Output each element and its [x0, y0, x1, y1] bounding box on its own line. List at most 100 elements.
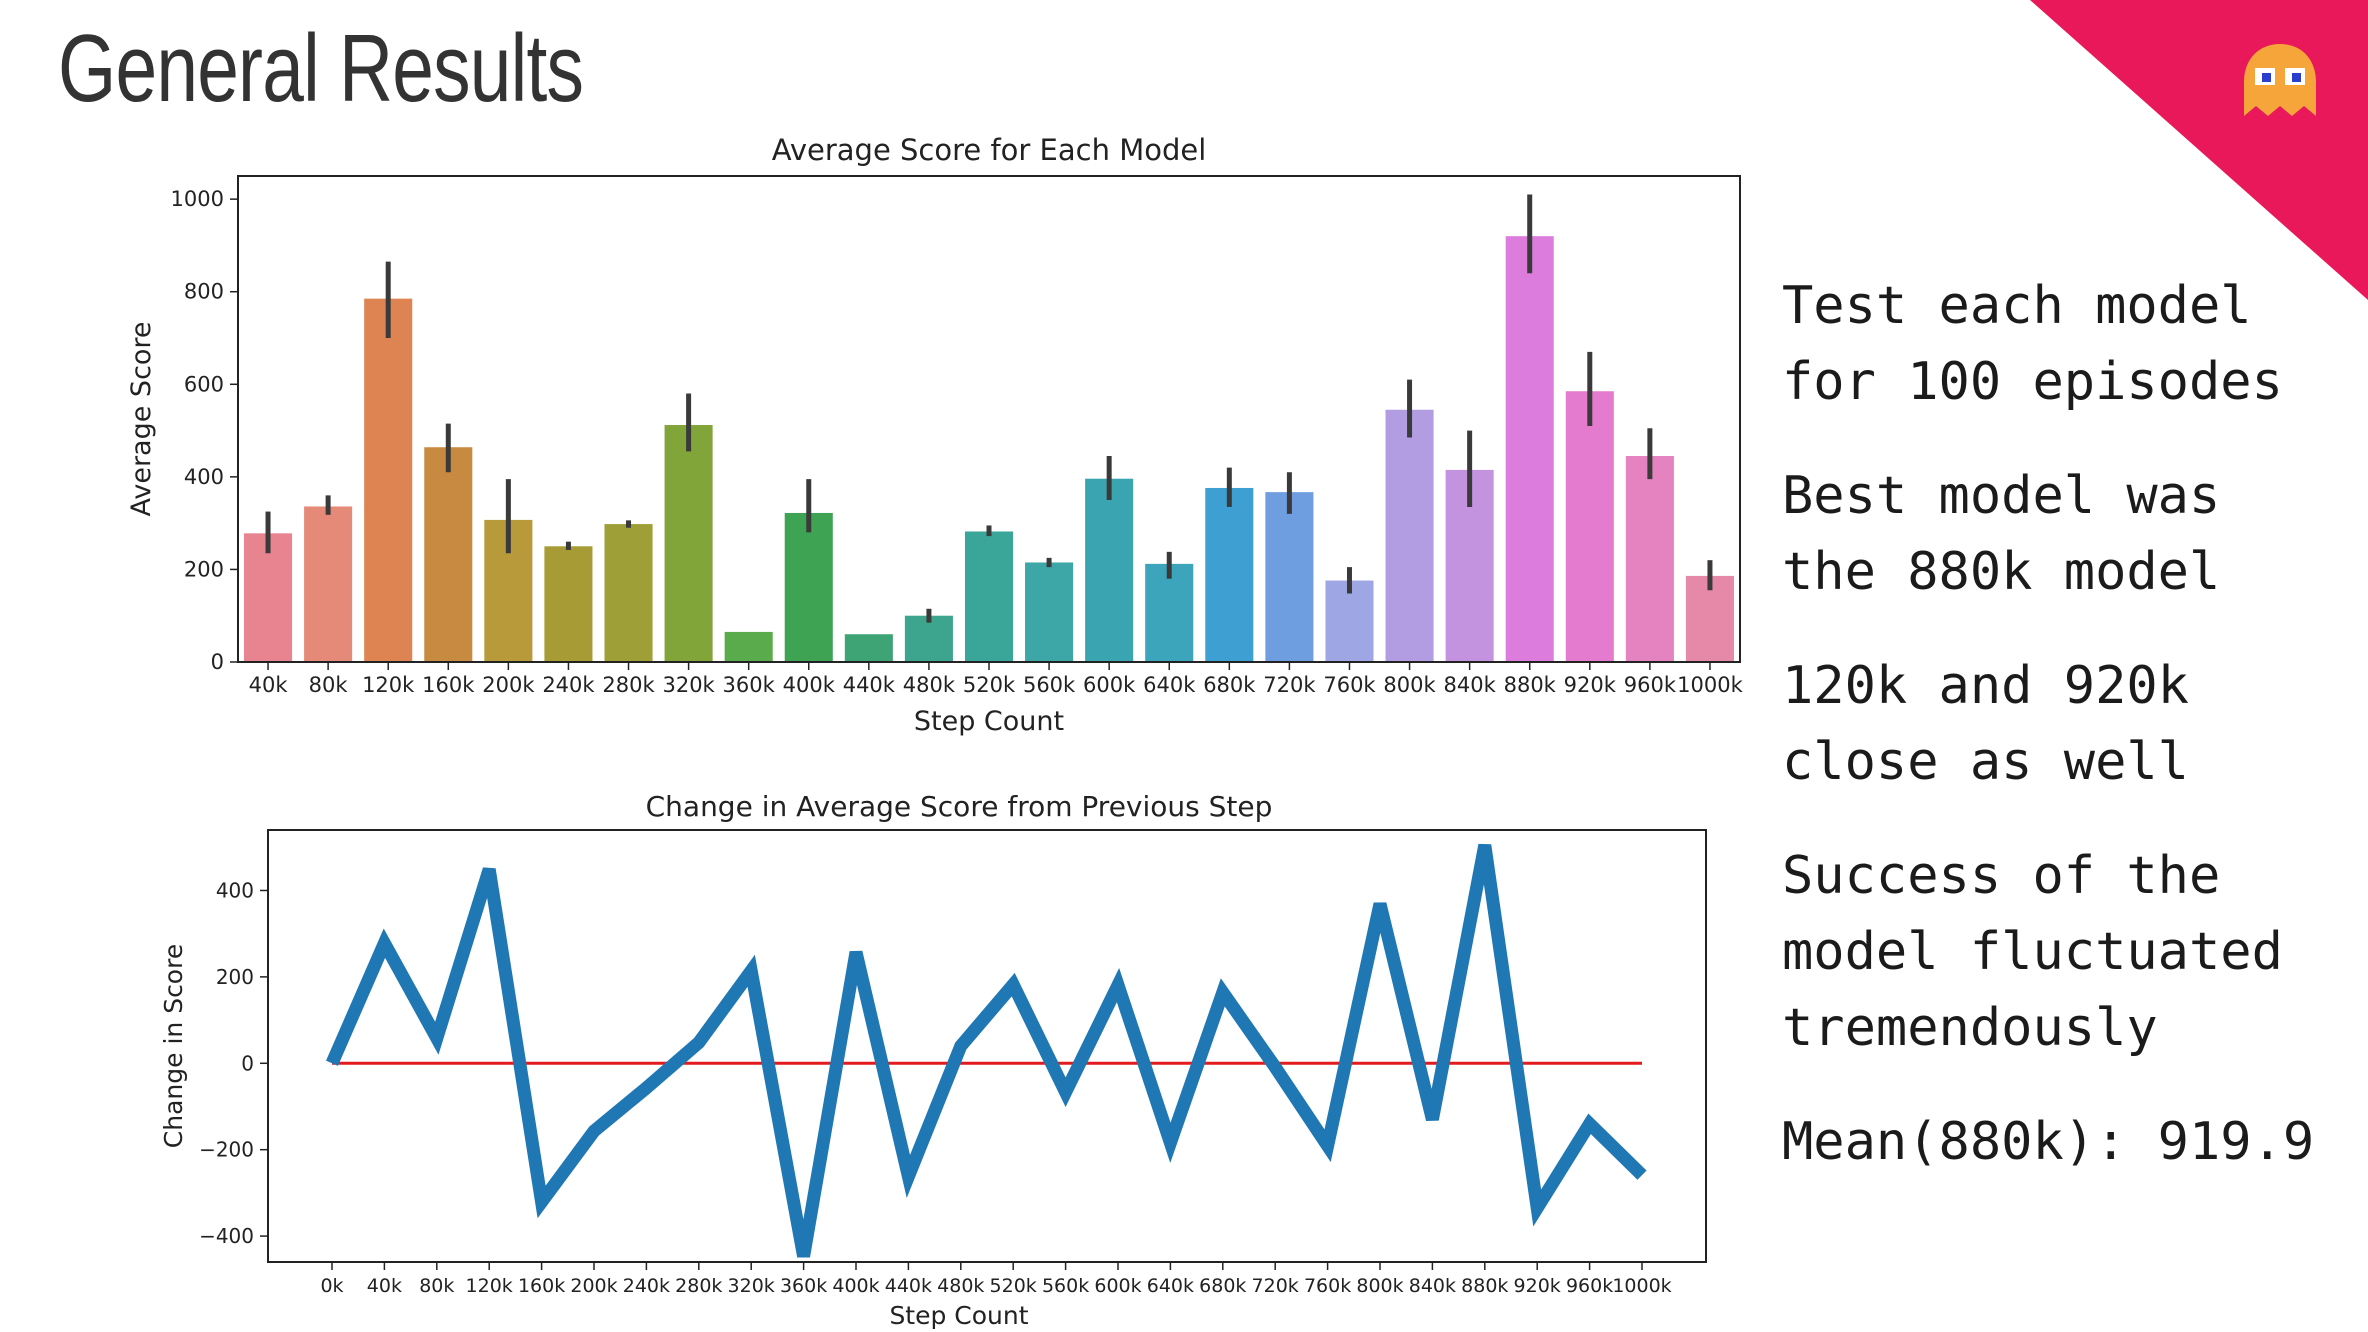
plot-frame: [237, 175, 1741, 663]
x-tick-label: 400k: [783, 673, 836, 697]
y-tick-label: 200: [216, 965, 254, 989]
x-tick-label: 160k: [422, 673, 475, 697]
y-tick-label: 0: [211, 650, 224, 674]
slide-title: General Results: [58, 15, 584, 122]
y-tick-label: 400: [184, 465, 224, 489]
x-tick-label: 80k: [419, 1275, 454, 1297]
x-tick-label: 1000k: [1677, 673, 1743, 697]
x-tick-label: 520k: [963, 673, 1016, 697]
bar-80k: [304, 506, 353, 662]
x-tick-label: 80k: [309, 673, 349, 697]
bar-720k: [1265, 492, 1314, 662]
x-tick-label: 0k: [320, 1275, 343, 1297]
bar-920k: [1565, 391, 1614, 662]
bar-320k: [664, 425, 713, 662]
y-tick-label: 1000: [171, 187, 224, 211]
x-tick-label: 400k: [832, 1275, 879, 1297]
x-tick-label: 1000k: [1612, 1275, 1671, 1297]
x-tick-label: 200k: [482, 673, 535, 697]
x-tick-label: 760k: [1323, 673, 1376, 697]
x-tick-label: 360k: [780, 1275, 827, 1297]
note-fluctuation: Success of the model fluctuated tremendo…: [1782, 846, 2283, 1058]
x-tick-label: 920k: [1514, 1275, 1561, 1297]
y-tick-label: −400: [199, 1224, 254, 1248]
bar-960k: [1625, 456, 1674, 662]
bar-40k: [244, 533, 293, 662]
x-tick-label: 640k: [1147, 1275, 1194, 1297]
x-tick-label: 280k: [602, 673, 655, 697]
x-tick-label: 480k: [903, 673, 956, 697]
x-tick-label: 600k: [1083, 673, 1136, 697]
x-tick-label: 320k: [728, 1275, 775, 1297]
x-tick-label: 960k: [1566, 1275, 1613, 1297]
bar-280k: [604, 524, 653, 662]
x-tick-label: 960k: [1624, 673, 1677, 697]
y-tick-label: 400: [216, 878, 254, 902]
x-axis-label: Step Count: [889, 1301, 1028, 1330]
note-test-each-model: Test each model for 100 episodes: [1782, 276, 2283, 412]
x-tick-label: 840k: [1444, 673, 1497, 697]
x-tick-label: 520k: [990, 1275, 1037, 1297]
bar-760k: [1325, 580, 1374, 662]
bar-400k: [784, 512, 833, 662]
x-tick-label: 880k: [1461, 1275, 1508, 1297]
chart-title: Change in Average Score from Previous St…: [646, 790, 1273, 823]
x-tick-label: 440k: [843, 673, 896, 697]
bar-120k: [364, 298, 413, 662]
x-tick-label: 840k: [1409, 1275, 1456, 1297]
bar-800k: [1385, 409, 1434, 662]
x-tick-label: 40k: [249, 673, 289, 697]
x-tick-label: 640k: [1143, 673, 1196, 697]
x-tick-label: 240k: [542, 673, 595, 697]
y-tick-label: 600: [184, 372, 224, 396]
y-tick-label: 800: [184, 280, 224, 304]
bar-640k: [1145, 563, 1194, 662]
x-tick-label: 120k: [362, 673, 415, 697]
x-tick-label: 280k: [675, 1275, 722, 1297]
notes-list: Test each model for 100 episodes Best mo…: [1782, 268, 2314, 1180]
line-chart-score-change: 0k 40k 80k 120k 160k 200k 240k 280k 320k 360k 400k…: [159, 790, 1707, 1330]
x-tick-label: 440k: [885, 1275, 932, 1297]
x-tick-label: 920k: [1564, 673, 1617, 697]
pacman-ghost-orange-icon: [2244, 44, 2316, 116]
y-tick-label: 0: [241, 1051, 254, 1075]
score-change-line: [326, 843, 1647, 1258]
x-tick-label: 480k: [937, 1275, 984, 1297]
x-axis-label: Step Count: [914, 706, 1064, 737]
x-tick-label: 720k: [1252, 1275, 1299, 1297]
x-tick-label: 760k: [1304, 1275, 1351, 1297]
bar-240k: [544, 546, 593, 662]
y-tick-label: 200: [184, 557, 224, 581]
plot-frame: [267, 829, 1707, 1263]
bar-560k: [1025, 562, 1074, 662]
bar-chart-average-score: 40k 80k 120k 160k 200k 240k 280k 320k 360k 400k 44…: [126, 133, 1744, 737]
bar-480k: [904, 615, 953, 662]
x-tick-label: 240k: [623, 1275, 670, 1297]
x-tick-label: 160k: [518, 1275, 565, 1297]
x-tick-label: 600k: [1094, 1275, 1141, 1297]
x-tick-label: 880k: [1504, 673, 1557, 697]
bar-680k: [1205, 487, 1254, 662]
x-tick-label: 320k: [662, 673, 715, 697]
x-tick-label: 200k: [570, 1275, 617, 1297]
y-tick-label: −200: [199, 1138, 254, 1162]
x-tick-label: 40k: [367, 1275, 402, 1297]
x-tick-label: 360k: [723, 673, 776, 697]
x-tick-label: 120k: [466, 1275, 513, 1297]
bar-880k: [1505, 236, 1554, 662]
bar-520k: [964, 531, 1014, 662]
x-tick-label: 720k: [1263, 673, 1316, 697]
x-tick-label: 680k: [1199, 1275, 1246, 1297]
bar-440k: [844, 634, 893, 662]
note-mean-880k: Mean(880k): 919.9: [1782, 1112, 2315, 1172]
note-close-models: 120k and 920k close as well: [1782, 656, 2189, 792]
bar-160k: [424, 447, 473, 662]
x-tick-label: 560k: [1023, 673, 1076, 697]
y-axis-label: Change in Score: [159, 944, 188, 1148]
y-axis-label: Average Score: [126, 321, 157, 516]
chart-title: Average Score for Each Model: [772, 133, 1207, 167]
x-tick-label: 800k: [1383, 673, 1436, 697]
note-best-model: Best model was the 880k model: [1782, 466, 2221, 602]
x-tick-label: 680k: [1203, 673, 1256, 697]
